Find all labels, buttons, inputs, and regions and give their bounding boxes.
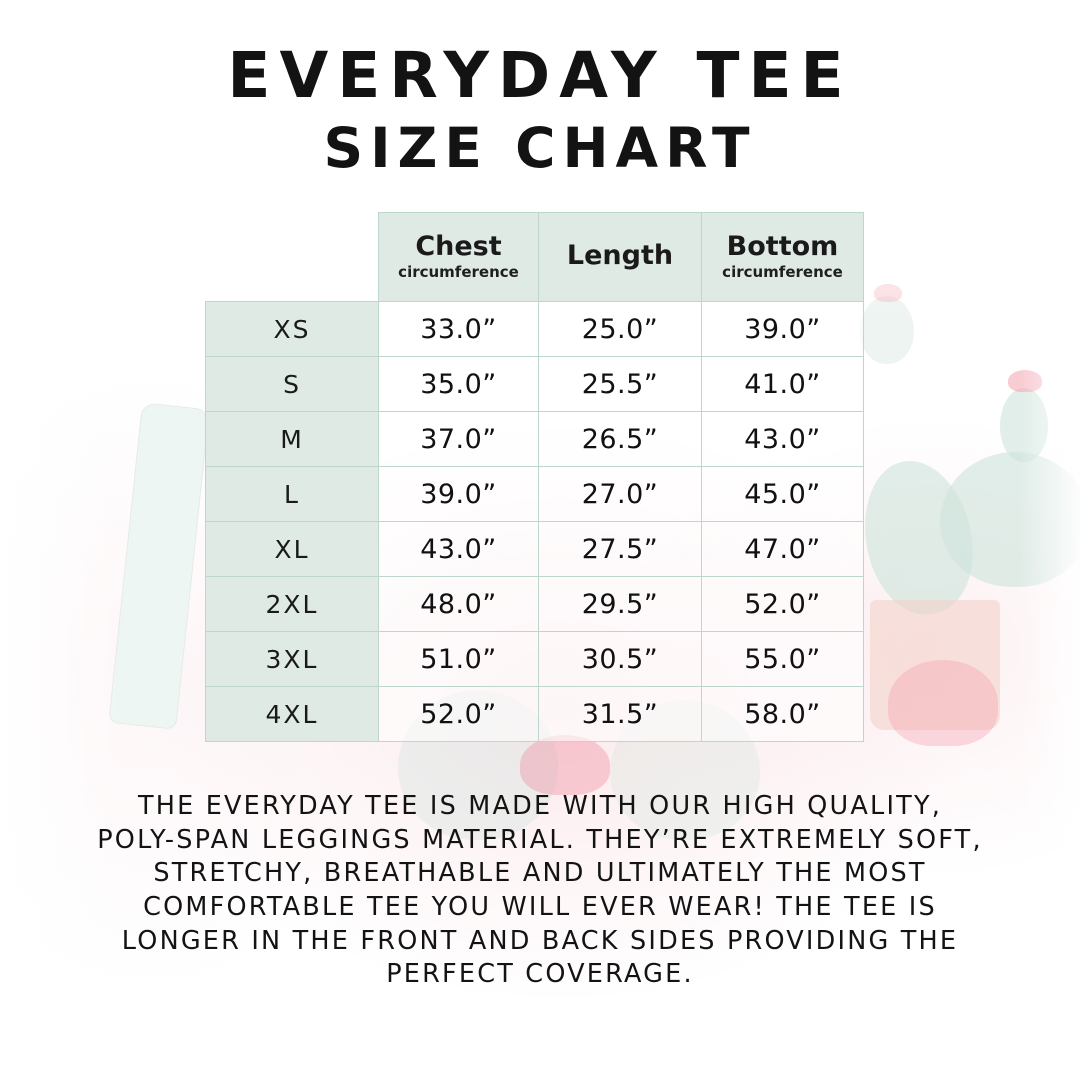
table-row: L 39.0” 27.0” 45.0” xyxy=(205,466,864,522)
cactus-flower-icon xyxy=(1008,370,1042,392)
cell-chest: 43.0” xyxy=(378,521,539,577)
cell-length: 25.0” xyxy=(538,301,702,357)
cell-bottom: 43.0” xyxy=(701,411,864,467)
cell-bottom: 39.0” xyxy=(701,301,864,357)
table-row: 4XL 52.0” 31.5” 58.0” xyxy=(205,686,864,742)
cell-bottom: 55.0” xyxy=(701,631,864,687)
cell-chest: 35.0” xyxy=(378,356,539,412)
column-header-chest-label: Chest xyxy=(415,231,502,263)
cactus-paddle-large-icon xyxy=(940,452,1080,587)
cactus-flower-upper-icon xyxy=(874,284,902,302)
table-corner-blank xyxy=(206,213,379,302)
column-header-length-label: Length xyxy=(566,240,674,272)
table-row: 3XL 51.0” 30.5” 55.0” xyxy=(205,631,864,687)
poinsettia-flower-right-icon xyxy=(888,660,998,746)
cell-length: 31.5” xyxy=(538,686,702,742)
table-body: XS 33.0” 25.0” 39.0” S 35.0” 25.5” 41.0”… xyxy=(205,301,864,742)
column-header-bottom-sublabel: circumference xyxy=(722,262,843,281)
cell-size: XS xyxy=(205,301,379,357)
size-chart-table: Chest circumference Length Bottom circum… xyxy=(205,212,864,742)
cell-length: 27.0” xyxy=(538,466,702,522)
cactus-pot-icon xyxy=(870,600,1000,730)
cell-bottom: 52.0” xyxy=(701,576,864,632)
cell-size: 3XL xyxy=(205,631,379,687)
cell-length: 27.5” xyxy=(538,521,702,577)
size-chart-table-wrapper: Chest circumference Length Bottom circum… xyxy=(205,212,864,742)
description-line: POLY-SPAN LEGGINGS MATERIAL. THEY’RE EXT… xyxy=(97,824,983,855)
product-description: THE EVERYDAY TEE IS MADE WITH OUR HIGH Q… xyxy=(90,790,990,992)
cell-size: 4XL xyxy=(205,686,379,742)
table-row: 2XL 48.0” 29.5” 52.0” xyxy=(205,576,864,632)
column-header-chest-sublabel: circumference xyxy=(398,262,519,281)
cell-chest: 39.0” xyxy=(378,466,539,522)
column-header-bottom-label: Bottom xyxy=(726,231,839,263)
page-title-secondary: SIZE CHART xyxy=(323,116,757,180)
cactus-paddle-top-icon xyxy=(1000,388,1048,462)
cell-size: M xyxy=(205,411,379,467)
cell-length: 29.5” xyxy=(538,576,702,632)
column-header-chest: Chest circumference xyxy=(378,212,539,302)
cactus-paddle-upper-icon xyxy=(860,296,914,364)
cell-length: 26.5” xyxy=(538,411,702,467)
description-line: PERFECT COVERAGE. xyxy=(386,959,694,990)
table-row: XS 33.0” 25.0” 39.0” xyxy=(205,301,864,357)
cell-size: XL xyxy=(205,521,379,577)
cell-chest: 52.0” xyxy=(378,686,539,742)
cell-bottom: 41.0” xyxy=(701,356,864,412)
description-line: STRETCHY, BREATHABLE AND ULTIMATELY THE … xyxy=(153,858,927,889)
table-header-row: Chest circumference Length Bottom circum… xyxy=(206,212,864,302)
description-line: THE EVERYDAY TEE IS MADE WITH OUR HIGH Q… xyxy=(137,791,943,821)
cell-bottom: 58.0” xyxy=(701,686,864,742)
cell-chest: 33.0” xyxy=(378,301,539,357)
column-header-bottom: Bottom circumference xyxy=(701,212,864,302)
cell-chest: 48.0” xyxy=(378,576,539,632)
description-line: COMFORTABLE TEE YOU WILL EVER WEAR! THE … xyxy=(143,891,937,922)
table-row: M 37.0” 26.5” 43.0” xyxy=(205,411,864,467)
pale-leaf-shape-icon xyxy=(108,402,210,730)
cell-chest: 51.0” xyxy=(378,631,539,687)
cactus-paddle-small-icon xyxy=(851,450,986,625)
column-header-length: Length xyxy=(538,212,702,302)
table-row: S 35.0” 25.5” 41.0” xyxy=(205,356,864,412)
cell-size: L xyxy=(205,466,379,522)
page-title-block: EVERYDAY TEE SIZE CHART xyxy=(0,44,1080,176)
page-title-primary: EVERYDAY TEE xyxy=(227,39,853,112)
cell-size: S xyxy=(205,356,379,412)
table-row: XL 43.0” 27.5” 47.0” xyxy=(205,521,864,577)
cell-bottom: 47.0” xyxy=(701,521,864,577)
table-header: Chest circumference Length Bottom circum… xyxy=(206,212,864,302)
cell-bottom: 45.0” xyxy=(701,466,864,522)
cell-length: 30.5” xyxy=(538,631,702,687)
cell-chest: 37.0” xyxy=(378,411,539,467)
poinsettia-flower-icon xyxy=(520,735,610,795)
cell-size: 2XL xyxy=(205,576,379,632)
cell-length: 25.5” xyxy=(538,356,702,412)
description-line: LONGER IN THE FRONT AND BACK SIDES PROVI… xyxy=(121,925,959,956)
